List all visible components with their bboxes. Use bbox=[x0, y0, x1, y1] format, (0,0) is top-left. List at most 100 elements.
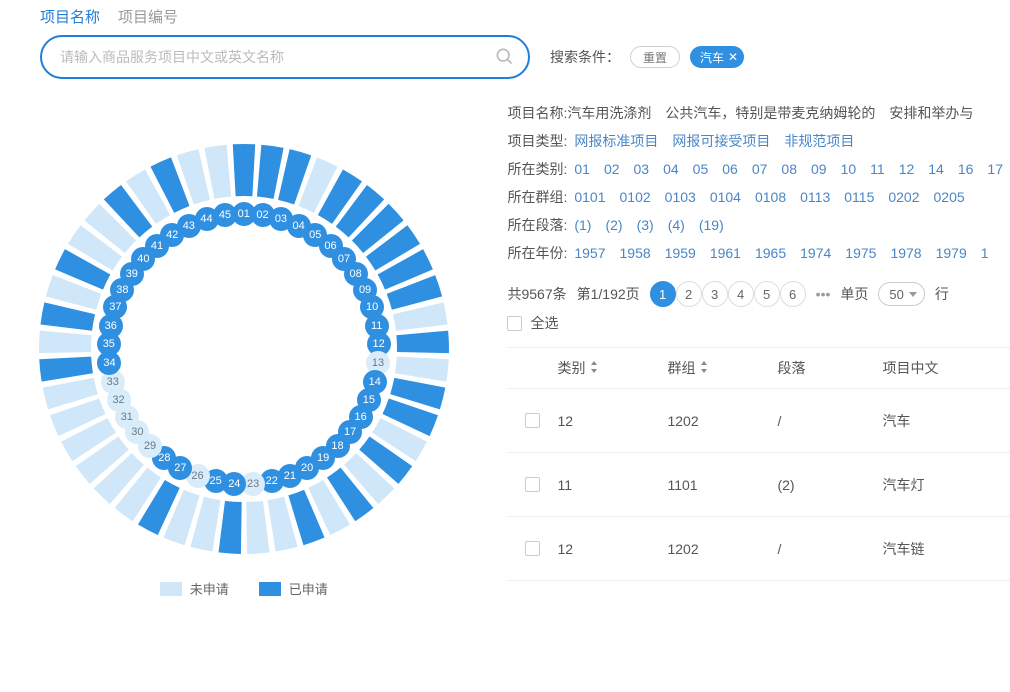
sort-icon[interactable] bbox=[699, 360, 709, 376]
table-row[interactable]: 121202/汽车链 bbox=[507, 517, 1010, 581]
detail-category-item[interactable]: 01 bbox=[574, 161, 590, 177]
detail-group-item[interactable]: 0101 bbox=[574, 189, 605, 205]
cell: 1202 bbox=[667, 413, 777, 429]
detail-year-item[interactable]: 1 bbox=[981, 245, 989, 261]
detail-group-item[interactable]: 0202 bbox=[888, 189, 919, 205]
select-all-label: 全选 bbox=[530, 313, 558, 333]
detail-section: 所在段落:(1)(2)(3)(4)(19) bbox=[507, 211, 1010, 239]
detail-group-item[interactable]: 0108 bbox=[755, 189, 786, 205]
detail-section-item[interactable]: (2) bbox=[605, 217, 622, 233]
detail-year-item[interactable]: 1957 bbox=[574, 245, 605, 261]
cell: 汽车链 bbox=[882, 539, 1002, 559]
detail-group-item[interactable]: 0102 bbox=[620, 189, 651, 205]
cell: 12 bbox=[557, 541, 667, 557]
per-page-label-post: 行 bbox=[935, 284, 949, 304]
close-icon[interactable]: ✕ bbox=[728, 50, 738, 64]
detail-category-item[interactable]: 02 bbox=[604, 161, 620, 177]
detail-type: 项目类型:网报标准项目网报可接受项目非规范项目 bbox=[507, 127, 1010, 155]
cell: 1202 bbox=[667, 541, 777, 557]
detail-category: 所在类别:010203040506070809101112141617 bbox=[507, 155, 1010, 183]
detail-year-item[interactable]: 1958 bbox=[620, 245, 651, 261]
page-3[interactable]: 3 bbox=[702, 281, 728, 307]
detail-year-item[interactable]: 1974 bbox=[800, 245, 831, 261]
detail-category-item[interactable]: 11 bbox=[870, 161, 885, 177]
sort-icon[interactable] bbox=[589, 360, 599, 376]
detail-year: 所在年份:19571958195919611965197419751978197… bbox=[507, 239, 1010, 267]
detail-section-item[interactable]: (1) bbox=[574, 217, 591, 233]
detail-category-item[interactable]: 06 bbox=[722, 161, 738, 177]
detail-category-item[interactable]: 17 bbox=[987, 161, 1003, 177]
detail-category-item[interactable]: 03 bbox=[634, 161, 650, 177]
detail-group-item[interactable]: 0103 bbox=[665, 189, 696, 205]
search-input[interactable] bbox=[60, 49, 494, 65]
category-ring-chart: 0102030405060708091011121314151617181920… bbox=[34, 139, 454, 559]
cell: 汽车 bbox=[882, 411, 1002, 431]
detail-section-item[interactable]: (4) bbox=[668, 217, 685, 233]
detail-type-item[interactable]: 网报可接受项目 bbox=[672, 133, 770, 149]
table-row[interactable]: 111101(2)汽车灯 bbox=[507, 453, 1010, 517]
col-3: 段落 bbox=[777, 358, 882, 378]
cell: (2) bbox=[777, 477, 882, 493]
tab-0[interactable]: 项目名称 bbox=[40, 6, 100, 27]
detail-category-item[interactable]: 09 bbox=[811, 161, 827, 177]
detail-category-item[interactable]: 04 bbox=[663, 161, 679, 177]
col-1[interactable]: 类别 bbox=[557, 358, 667, 378]
cell: / bbox=[777, 541, 882, 557]
tab-1[interactable]: 项目编号 bbox=[118, 6, 178, 27]
page-1[interactable]: 1 bbox=[650, 281, 676, 307]
detail-name: 项目名称: 汽车用洗涤剂 公共汽车，特别是带麦克纳姆轮的 安排和举办与 bbox=[507, 99, 1010, 127]
cell: 汽车灯 bbox=[882, 475, 1002, 495]
detail-year-item[interactable]: 1959 bbox=[665, 245, 696, 261]
detail-group-item[interactable]: 0205 bbox=[934, 189, 965, 205]
detail-year-item[interactable]: 1978 bbox=[890, 245, 921, 261]
page-2[interactable]: 2 bbox=[676, 281, 702, 307]
detail-category-item[interactable]: 12 bbox=[899, 161, 915, 177]
table-row[interactable]: 121202/汽车 bbox=[507, 389, 1010, 453]
row-checkbox[interactable] bbox=[525, 477, 540, 492]
detail-type-item[interactable]: 非规范项目 bbox=[784, 133, 854, 149]
detail-year-item[interactable]: 1975 bbox=[845, 245, 876, 261]
search-icon[interactable] bbox=[494, 46, 514, 69]
row-checkbox[interactable] bbox=[525, 413, 540, 428]
detail-section-item[interactable]: (3) bbox=[637, 217, 654, 233]
detail-category-item[interactable]: 07 bbox=[752, 161, 768, 177]
row-checkbox[interactable] bbox=[525, 541, 540, 556]
detail-category-item[interactable]: 05 bbox=[693, 161, 709, 177]
page-4[interactable]: 4 bbox=[728, 281, 754, 307]
detail-group-item[interactable]: 0115 bbox=[844, 189, 874, 205]
search-box[interactable] bbox=[40, 35, 530, 79]
detail-section-item[interactable]: (19) bbox=[699, 217, 724, 233]
detail-category-item[interactable]: 08 bbox=[781, 161, 797, 177]
legend-applied: 已申请 bbox=[259, 579, 328, 598]
select-all-checkbox[interactable] bbox=[507, 316, 522, 331]
detail-group-item[interactable]: 0104 bbox=[710, 189, 741, 205]
col-4: 项目中文 bbox=[882, 358, 1002, 378]
cell: 1101 bbox=[667, 477, 777, 493]
conditions-label: 搜索条件： bbox=[550, 47, 620, 67]
page-5[interactable]: 5 bbox=[754, 281, 780, 307]
detail-group: 所在群组:01010102010301040108011301150202020… bbox=[507, 183, 1010, 211]
col-2[interactable]: 群组 bbox=[667, 358, 777, 378]
detail-group-item[interactable]: 0113 bbox=[800, 189, 830, 205]
per-page-select[interactable]: 50 bbox=[878, 282, 924, 306]
detail-year-item[interactable]: 1965 bbox=[755, 245, 786, 261]
per-page-label-pre: 单页 bbox=[840, 284, 868, 304]
pager-total: 共9567条 bbox=[507, 284, 566, 304]
reset-button[interactable]: 重置 bbox=[630, 46, 680, 68]
legend-unapplied: 未申请 bbox=[160, 579, 229, 598]
filter-chip[interactable]: 汽车 ✕ bbox=[690, 46, 744, 68]
cell: / bbox=[777, 413, 882, 429]
detail-type-item[interactable]: 网报标准项目 bbox=[574, 133, 658, 149]
detail-category-item[interactable]: 16 bbox=[958, 161, 974, 177]
filter-chip-label: 汽车 bbox=[700, 49, 724, 66]
pager-page: 第1/192页 bbox=[577, 284, 640, 304]
detail-year-item[interactable]: 1961 bbox=[710, 245, 741, 261]
detail-year-item[interactable]: 1979 bbox=[936, 245, 967, 261]
detail-category-item[interactable]: 10 bbox=[841, 161, 857, 177]
detail-category-item[interactable]: 14 bbox=[928, 161, 944, 177]
pager-more[interactable]: ••• bbox=[816, 286, 831, 302]
ring-node-45[interactable]: 45 bbox=[213, 203, 237, 227]
cell: 11 bbox=[557, 477, 667, 493]
page-6[interactable]: 6 bbox=[780, 281, 806, 307]
cell: 12 bbox=[557, 413, 667, 429]
